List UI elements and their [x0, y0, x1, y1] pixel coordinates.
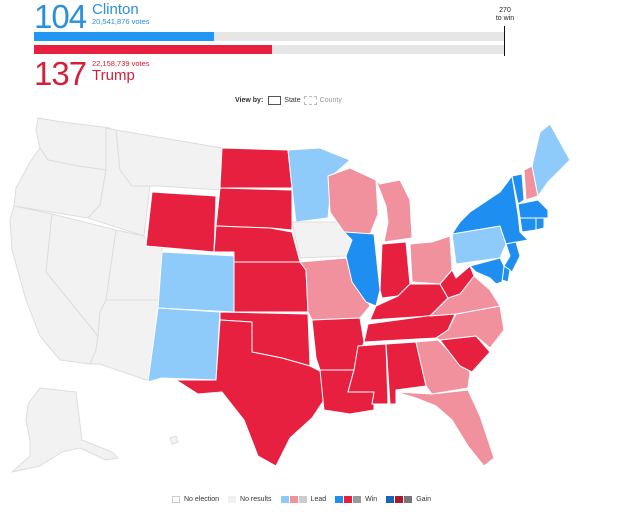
trump-bar	[34, 45, 273, 54]
clinton-name: Clinton	[92, 1, 139, 18]
state-md[interactable]	[469, 257, 505, 285]
win-dem-swatch	[335, 496, 344, 503]
state-ct[interactable]	[519, 217, 537, 233]
state-ma[interactable]	[517, 199, 549, 219]
trump-name: Trump	[92, 67, 135, 84]
view-county-option[interactable]: County	[319, 97, 342, 104]
state-nm[interactable]	[147, 307, 221, 383]
state-ks[interactable]	[233, 261, 309, 313]
view-by-label: View by:	[235, 97, 264, 104]
threshold-label: 270 to win	[490, 7, 520, 23]
trump-electoral-votes: 137	[34, 55, 87, 92]
clinton-electoral-votes: 104	[34, 0, 87, 35]
state-wy[interactable]	[145, 191, 217, 253]
gain-rep-swatch	[395, 496, 404, 503]
threshold-caption: to win	[495, 15, 515, 22]
win-rep-swatch	[344, 496, 353, 503]
state-ri[interactable]	[535, 217, 545, 231]
state-vt[interactable]	[511, 173, 525, 205]
state-sd[interactable]	[215, 187, 293, 231]
legend-win: Win	[335, 496, 377, 503]
legend-win-label: Win	[365, 496, 378, 503]
clinton-popular-votes: 20,541,876 votes	[92, 17, 150, 26]
legend-lead: Lead	[280, 496, 327, 503]
trump-popular-votes: 22,158,739 votes	[92, 59, 150, 68]
no-results-swatch	[228, 496, 237, 503]
legend-no-election: No election	[172, 496, 219, 503]
state-il[interactable]	[343, 231, 381, 307]
lead-rep-swatch	[289, 496, 298, 503]
threshold-line	[504, 26, 505, 56]
state-mi[interactable]	[375, 179, 413, 243]
state-mt[interactable]	[115, 129, 223, 191]
lead-dem-swatch	[280, 496, 289, 503]
state-fl[interactable]	[395, 389, 495, 467]
state-tx[interactable]	[175, 319, 325, 467]
map-legend: No election No results Lead Win Gain	[172, 496, 437, 503]
county-view-icon[interactable]	[303, 96, 317, 105]
state-nj[interactable]	[503, 241, 521, 273]
state-co[interactable]	[157, 251, 237, 313]
view-by-toggle: View by: State County	[235, 96, 342, 105]
state-hi[interactable]	[169, 435, 179, 445]
state-ak[interactable]	[11, 387, 119, 473]
state-nc[interactable]	[435, 305, 505, 349]
legend-lead-label: Lead	[310, 496, 327, 503]
state-ga[interactable]	[415, 339, 471, 395]
threshold-value: 270	[499, 7, 511, 14]
legend-gain: Gain	[386, 496, 431, 503]
gain-other-swatch	[404, 496, 413, 503]
legend-no-election-label: No election	[184, 496, 220, 503]
state-nd[interactable]	[219, 147, 293, 189]
us-election-map	[9, 117, 571, 473]
legend-no-results-label: No results	[240, 496, 272, 503]
clinton-bar	[34, 32, 214, 41]
legend-gain-label: Gain	[416, 496, 431, 503]
trump-bar-track	[34, 45, 504, 54]
state-me[interactable]	[531, 123, 571, 197]
state-wv[interactable]	[439, 265, 475, 299]
no-election-swatch	[172, 496, 180, 503]
legend-no-results: No results	[228, 496, 272, 503]
clinton-bar-track	[34, 32, 504, 41]
state-wi[interactable]	[327, 167, 379, 235]
win-other-swatch	[353, 496, 362, 503]
state-ny[interactable]	[451, 175, 529, 245]
state-view-icon[interactable]	[268, 96, 282, 105]
gain-dem-swatch	[386, 496, 395, 503]
lead-other-swatch	[298, 496, 307, 503]
view-state-option[interactable]: State	[284, 97, 301, 104]
